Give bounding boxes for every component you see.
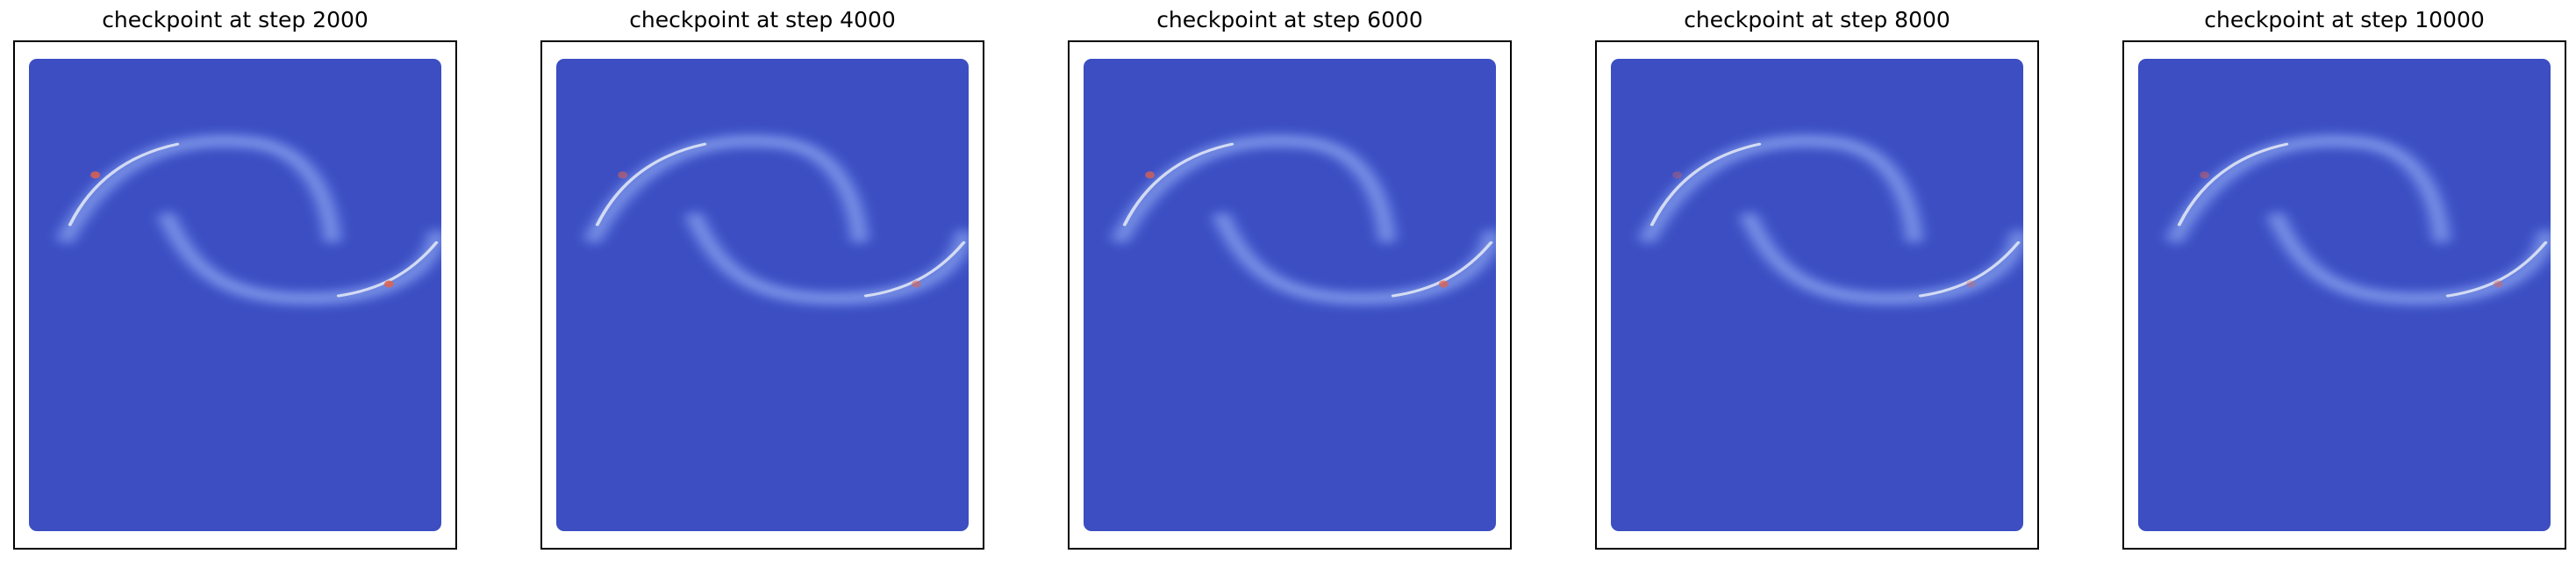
subplot-step-10000: checkpoint at step 10000 (2122, 0, 2566, 561)
plot-frame (540, 40, 984, 550)
upper-moon-core (1643, 137, 1919, 241)
hotspot-lower (912, 280, 921, 288)
subplot-title: checkpoint at step 4000 (629, 7, 896, 32)
hotspot-upper (1145, 171, 1155, 179)
density-heatmap (556, 59, 969, 531)
hotspot-lower (1966, 280, 1976, 288)
lower-moon-core (1744, 215, 2023, 303)
upper-moon-edge (2177, 142, 2289, 227)
heatmap-svg (1108, 131, 1496, 308)
upper-moon-edge (68, 142, 180, 227)
subplot-title: checkpoint at step 8000 (1684, 7, 1950, 32)
upper-moon-core (1116, 137, 1392, 241)
density-heatmap (2138, 59, 2551, 531)
subplot-step-8000: checkpoint at step 8000 (1595, 0, 2039, 561)
hotspot-upper (1672, 171, 1682, 179)
heatmap-svg (54, 131, 441, 308)
lower-moon-edge (1391, 241, 1493, 298)
hotspot-lower (384, 280, 394, 288)
lower-moon-edge (336, 241, 439, 298)
lower-moon-glow (1209, 209, 1496, 308)
upper-moon-core (61, 137, 337, 241)
lower-moon-edge (863, 241, 966, 298)
subplot-step-4000: checkpoint at step 4000 (540, 0, 984, 561)
lower-moon-core (690, 215, 969, 303)
upper-moon-edge (1122, 142, 1234, 227)
subplot-title: checkpoint at step 2000 (102, 7, 369, 32)
upper-moon-edge (1649, 142, 1762, 227)
lower-moon-glow (1736, 209, 2023, 308)
upper-moon-core (2171, 137, 2446, 241)
lower-moon-glow (682, 209, 969, 308)
hotspot-upper (618, 171, 627, 179)
subplot-title: checkpoint at step 6000 (1156, 7, 1423, 32)
density-heatmap (1084, 59, 1496, 531)
lower-moon-glow (154, 209, 441, 308)
upper-moon-edge (595, 142, 707, 227)
hotspot-lower (1439, 280, 1449, 288)
subplot-step-6000: checkpoint at step 6000 (1068, 0, 1512, 561)
lower-moon-core (162, 215, 441, 303)
heatmap-svg (2163, 131, 2551, 308)
hotspot-upper (90, 171, 100, 179)
plot-frame (1595, 40, 2039, 550)
lower-moon-core (2272, 215, 2551, 303)
plot-frame (13, 40, 457, 550)
upper-moon-core (589, 137, 864, 241)
hotspot-upper (2200, 171, 2209, 179)
subplot-title: checkpoint at step 10000 (2204, 7, 2485, 32)
plot-frame (2122, 40, 2566, 550)
density-heatmap (29, 59, 441, 531)
lower-moon-edge (2445, 241, 2548, 298)
hotspot-lower (2494, 280, 2503, 288)
subplot-step-2000: checkpoint at step 2000 (13, 0, 457, 561)
heatmap-svg (1635, 131, 2023, 308)
density-heatmap (1611, 59, 2023, 531)
plot-frame (1068, 40, 1512, 550)
lower-moon-glow (2264, 209, 2551, 308)
heatmap-svg (581, 131, 969, 308)
lower-moon-core (1217, 215, 1496, 303)
lower-moon-edge (1918, 241, 2021, 298)
